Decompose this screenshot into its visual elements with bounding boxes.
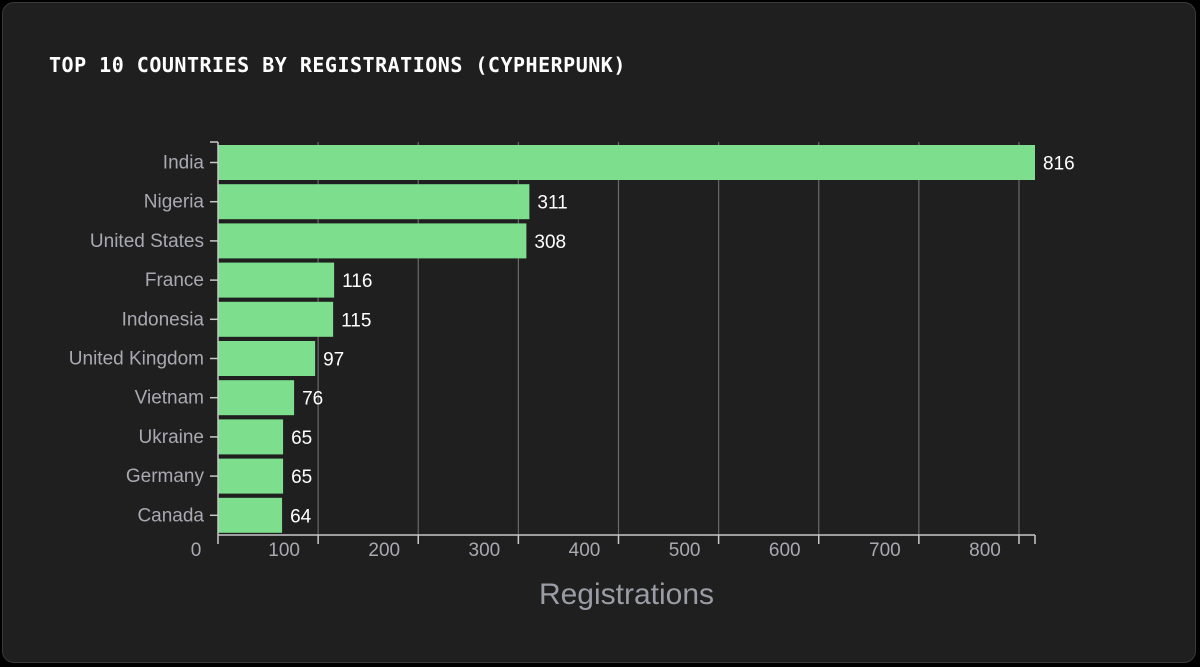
x-tick-label: 100 (268, 540, 300, 561)
y-tick-label: Vietnam (135, 388, 204, 409)
x-axis-title: Registrations (539, 578, 714, 611)
y-tick-label: India (163, 153, 205, 174)
y-tick-label: Ukraine (139, 427, 204, 448)
bar (218, 301, 334, 337)
y-tick-label: United Kingdom (69, 349, 204, 370)
x-tick-label: 500 (669, 540, 701, 561)
bar (218, 458, 284, 494)
chart-title: TOP 10 COUNTRIES BY REGISTRATIONS (CYPHE… (49, 53, 626, 77)
data-label: 311 (537, 193, 567, 214)
x-tick-label: 700 (869, 540, 901, 561)
y-tick-label: France (145, 270, 204, 291)
y-tick-label: Nigeria (144, 192, 205, 213)
y-tick-label: Indonesia (122, 309, 205, 330)
data-label: 116 (342, 271, 372, 292)
x-tick-label: 300 (469, 540, 501, 561)
bar (218, 380, 295, 416)
data-label: 64 (290, 506, 312, 527)
bar (218, 223, 527, 259)
data-label: 816 (1043, 154, 1075, 175)
data-label: 76 (302, 389, 323, 410)
bar (218, 341, 316, 376)
y-tick-label: Canada (137, 505, 204, 526)
bar (218, 184, 530, 220)
y-tick-label: United States (90, 231, 204, 252)
y-tick-label: Germany (126, 466, 205, 487)
data-label: 115 (341, 310, 371, 331)
data-label: 308 (534, 232, 566, 253)
x-tick-label: 600 (769, 540, 801, 561)
x-tick-label: 200 (368, 540, 400, 561)
data-label: 97 (323, 350, 344, 371)
x-tick-label: 0 (191, 540, 202, 561)
bar (218, 262, 335, 298)
bar (218, 497, 283, 533)
data-label: 65 (291, 467, 312, 488)
bar (218, 145, 1035, 180)
bar (218, 419, 284, 455)
x-tick-label: 400 (569, 540, 601, 561)
x-tick-label: 800 (969, 540, 1001, 561)
data-label: 65 (291, 428, 312, 449)
